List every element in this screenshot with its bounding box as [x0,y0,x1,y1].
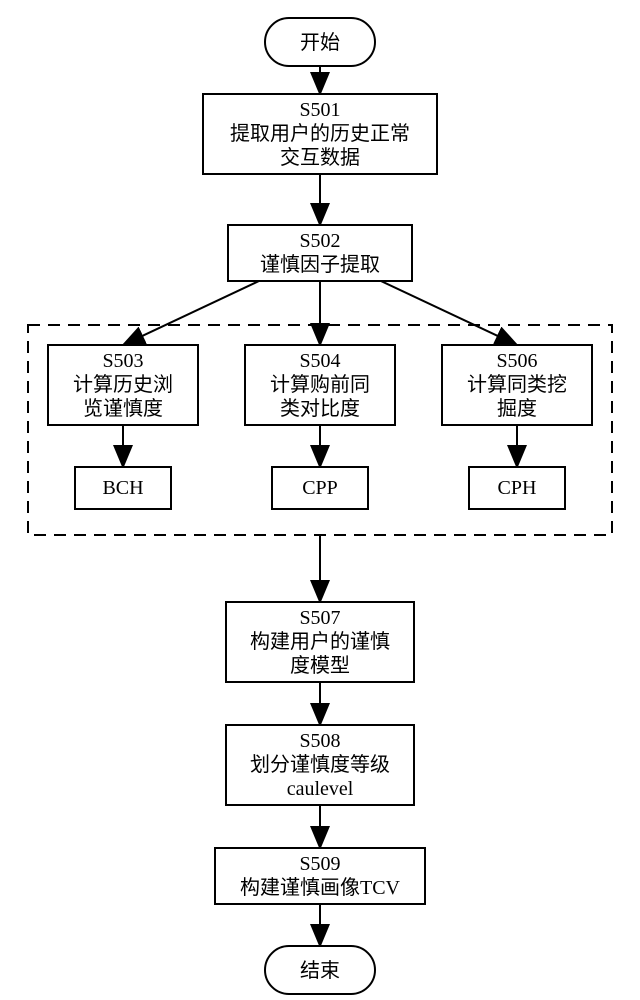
end-label: 结束 [300,959,340,982]
node-s506-line-0: S506 [496,350,537,372]
node-s508-line-2: caulevel [287,778,354,800]
node-s507-line-0: S507 [299,607,340,629]
node-s503-line-2: 览谨慎度 [83,397,163,420]
node-s501-line-2: 交互数据 [280,146,360,169]
node-s508-line-0: S508 [299,730,340,752]
node-s506-line-2: 掘度 [497,397,537,420]
node-s504-line-2: 类对比度 [280,397,360,420]
start-label: 开始 [300,31,340,54]
node-s506-line-1: 计算同类挖 [467,373,567,396]
node-s504-line-1: 计算购前同 [270,373,370,396]
node-s507-line-1: 构建用户的谨慎 [250,630,390,653]
edge-4 [381,281,517,345]
node-s503-line-0: S503 [102,350,143,372]
node-s501-line-1: 提取用户的历史正常 [230,122,410,145]
node-s502-line-1: 谨慎因子提取 [260,253,380,276]
node-s509-line-1: 构建谨慎画像TCV [240,876,401,899]
node-s508-line-1: 划分谨慎度等级 [250,753,390,776]
node-bch-line-0: BCH [102,477,143,499]
node-s504-line-0: S504 [299,350,340,372]
node-cpp-line-0: CPP [302,477,338,499]
node-s501-line-0: S501 [299,99,340,121]
node-s509-line-0: S509 [299,853,340,875]
edge-2 [123,281,259,345]
node-s507-line-2: 度模型 [290,654,350,677]
node-s503-line-1: 计算历史浏 [73,373,173,396]
node-s502-line-0: S502 [299,230,340,252]
node-cph-line-0: CPH [498,477,537,499]
